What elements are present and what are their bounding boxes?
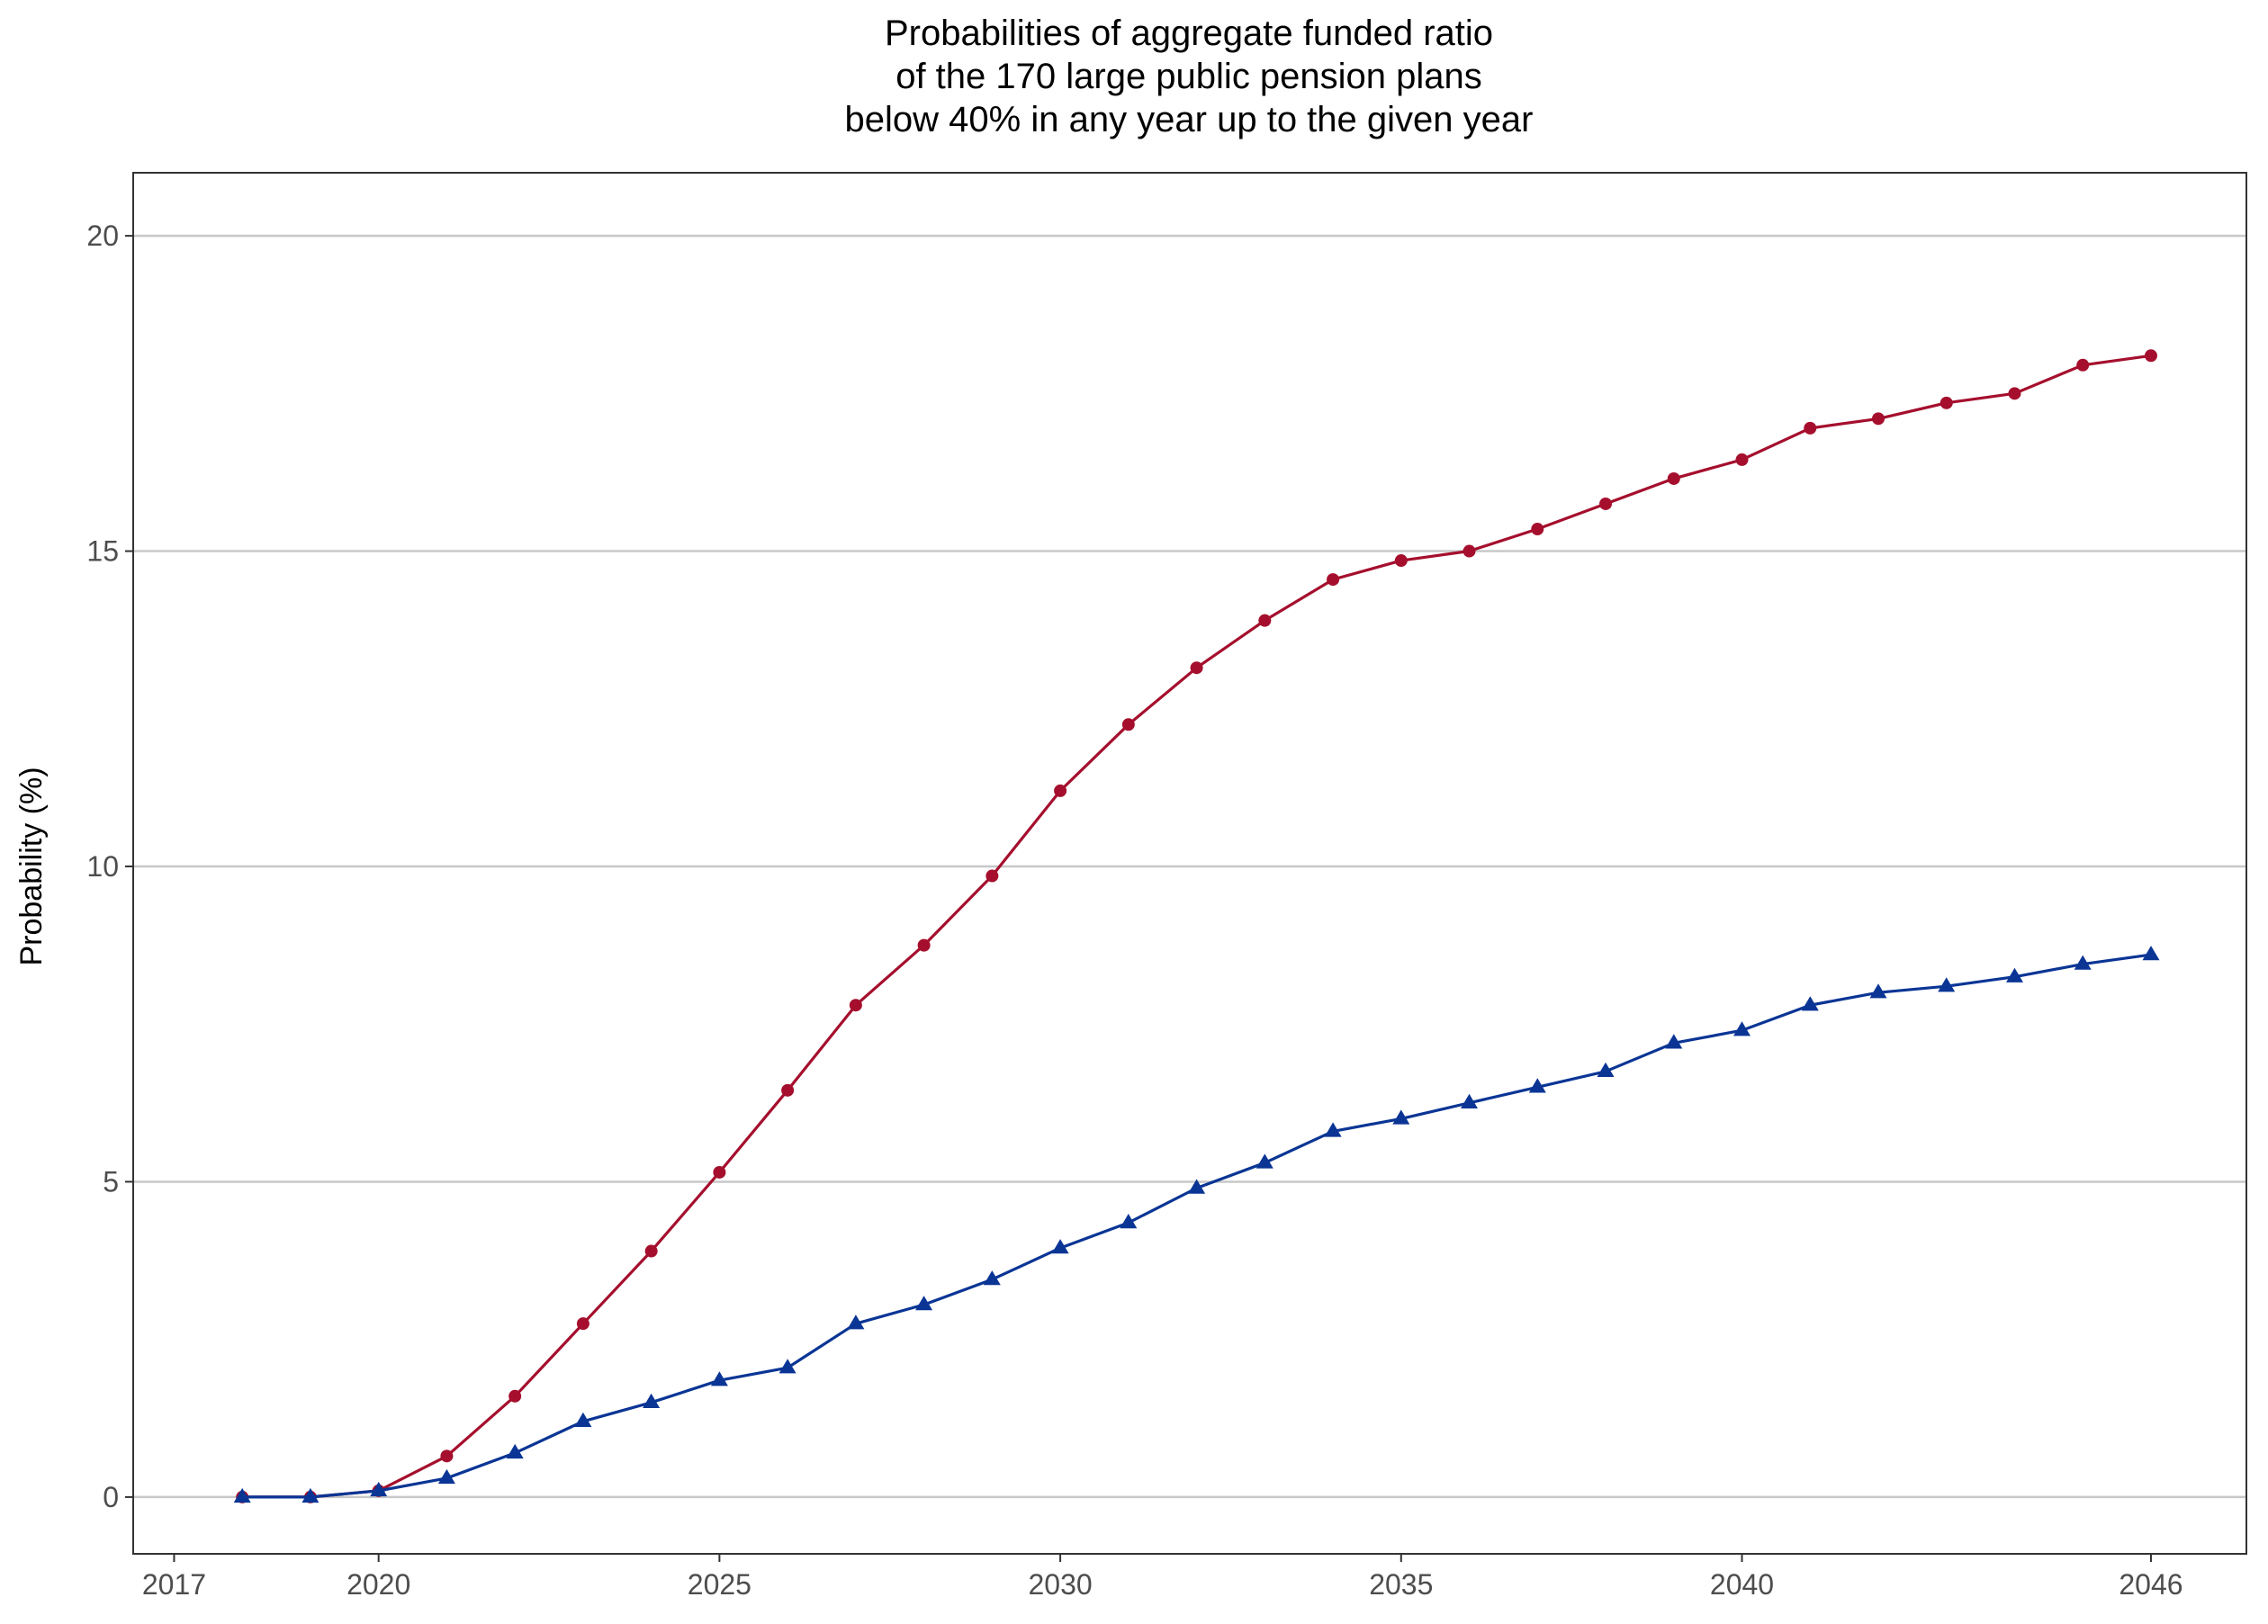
series-2-point xyxy=(370,1481,388,1497)
x-tick-label: 2030 xyxy=(1028,1568,1092,1601)
x-tick-label: 2020 xyxy=(346,1568,410,1601)
series-2-point xyxy=(1665,1034,1683,1049)
series-1-point xyxy=(713,1165,726,1179)
series-2-point xyxy=(710,1371,728,1386)
series-1-point xyxy=(644,1244,658,1258)
series-2-point xyxy=(1938,977,1956,992)
series-1-point xyxy=(2008,387,2021,400)
series-2-point xyxy=(2006,967,2023,982)
series-1-point xyxy=(1462,544,1476,558)
series-1-point xyxy=(1190,661,1203,675)
series-1-point xyxy=(1940,396,1953,409)
x-tick-label: 2017 xyxy=(142,1568,206,1601)
series-2-point xyxy=(643,1393,661,1408)
series-1-point xyxy=(986,869,999,883)
series-2-point xyxy=(778,1359,796,1374)
gridlines xyxy=(133,234,2246,1499)
series-2-point xyxy=(1392,1109,1410,1125)
series-2-point xyxy=(1051,1239,1069,1254)
series-2-point xyxy=(233,1487,251,1503)
y-tick-label: 10 xyxy=(86,850,119,883)
series-2-point xyxy=(1461,1093,1478,1108)
chart-title-line-2: of the 170 large public pension plans xyxy=(896,57,1482,96)
series-2-point xyxy=(2074,955,2092,970)
series-2-point xyxy=(1188,1179,1206,1194)
y-tick-label: 0 xyxy=(103,1481,119,1513)
x-tick-label: 2040 xyxy=(1710,1568,1774,1601)
series-1-point xyxy=(1121,718,1135,731)
series-1-point xyxy=(1258,614,1272,627)
series-1-point xyxy=(576,1317,590,1331)
series-1-point xyxy=(440,1449,454,1463)
chart-title: Probabilities of aggregate funded ratio … xyxy=(845,13,1534,139)
series-2 xyxy=(233,946,2160,1503)
plot-border xyxy=(132,172,2247,1555)
series-2-point xyxy=(1733,1021,1750,1036)
series-2-point xyxy=(2142,946,2160,961)
series-2-point xyxy=(506,1443,524,1459)
series-1-point xyxy=(1531,523,1544,536)
series-2-point xyxy=(1528,1078,1546,1093)
series-2-point xyxy=(1597,1062,1615,1077)
x-tick-label: 2035 xyxy=(1369,1568,1433,1601)
series-2-point xyxy=(1324,1122,1342,1137)
y-axis-label: Probability (%) xyxy=(14,767,49,965)
series-1-point xyxy=(1735,453,1749,466)
series-2-point xyxy=(1801,996,1819,1011)
series-1-point xyxy=(1871,412,1885,426)
series-1-point xyxy=(2144,349,2157,363)
y-tick-label: 15 xyxy=(86,535,119,568)
series-2-point xyxy=(302,1487,320,1503)
x-tick-label: 2025 xyxy=(688,1568,752,1601)
series-layer xyxy=(233,349,2160,1503)
axes: 0 5 10 15 20 2017 2020 2025 2030 2035 2040 2046 xyxy=(86,220,2182,1601)
x-tick-label: 2046 xyxy=(2119,1568,2182,1601)
series-1-point xyxy=(1804,421,1817,435)
series-2-point xyxy=(574,1412,592,1427)
series-2-point xyxy=(437,1468,455,1485)
series-1 xyxy=(236,349,2157,1503)
series-1-point xyxy=(508,1389,522,1403)
chart-title-line-1: Probabilities of aggregate funded ratio xyxy=(885,13,1493,53)
series-1-point xyxy=(1599,497,1613,510)
series-1-point xyxy=(1667,471,1680,485)
series-2-point xyxy=(847,1314,865,1330)
series-1-point xyxy=(2076,358,2090,372)
y-tick-label: 5 xyxy=(103,1165,119,1198)
chart-title-line-3: below 40% in any year up to the given ye… xyxy=(845,100,1534,139)
series-1-point xyxy=(1394,554,1408,568)
series-2-point xyxy=(1869,983,1887,999)
series-1-point xyxy=(1327,573,1340,587)
series-1-point xyxy=(849,999,862,1012)
series-2-point xyxy=(1256,1153,1274,1169)
series-1-point xyxy=(917,938,931,952)
series-2-point xyxy=(915,1296,933,1311)
y-tick-label: 20 xyxy=(86,220,119,252)
series-2-point xyxy=(1120,1214,1138,1229)
series-1-point xyxy=(781,1083,795,1097)
series-2-point xyxy=(983,1270,1001,1286)
series-1-point xyxy=(1054,784,1067,797)
